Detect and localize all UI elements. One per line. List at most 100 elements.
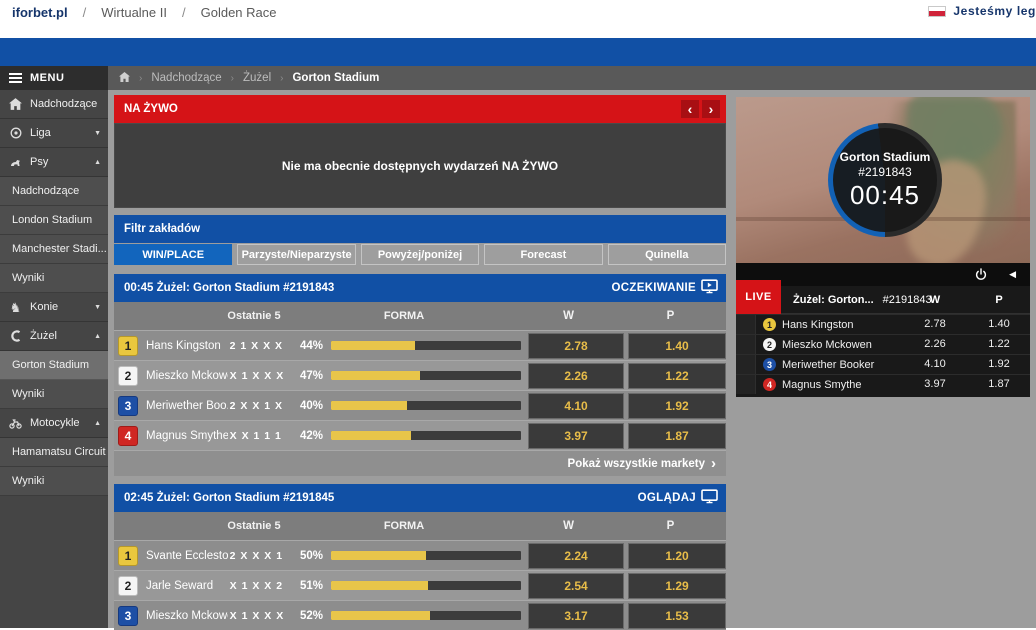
monitor-play-icon (701, 279, 718, 297)
countdown-timer: 00:45 (849, 179, 921, 210)
brand-breadcrumb: iforbet.pl / Wirtualne II / Golden Race (12, 5, 277, 20)
odds-place-button[interactable]: 1.22 (628, 362, 727, 389)
sidebar-item-gorton-stadium[interactable]: Gorton Stadium (0, 351, 108, 380)
odds-win-button[interactable]: 2.24 (528, 542, 625, 569)
rider-name: Hans Kingston (146, 339, 221, 352)
sidebar-item-nadchodzace[interactable]: Nadchodzące (0, 90, 108, 119)
sidebar-item-konie[interactable]: ♞ Konie (0, 293, 108, 322)
chevron-up-icon (94, 333, 101, 340)
sidebar-item-psy[interactable]: Psy (0, 148, 108, 177)
filter-tab-powyzej[interactable]: Powyżej/poniżej (360, 244, 480, 265)
motorcycle-icon (8, 417, 23, 429)
rider-number-badge: 3 (118, 605, 138, 626)
rider-row: 3 Mieszko Mckowen X 1 X X X 52% 3.17 1.5… (114, 600, 727, 630)
filter-tab-forecast[interactable]: Forecast (484, 244, 603, 265)
rider-last5: X 1 X X X (229, 369, 285, 382)
soccer-ball-icon (8, 127, 23, 139)
rider-form-percent: 44% (299, 339, 324, 352)
speaker-icon[interactable]: ◀ (1009, 269, 1016, 279)
rider-number-badge: 1 (763, 318, 776, 331)
odds-place-button[interactable]: 1.53 (628, 602, 727, 629)
rider-form-percent: 47% (299, 369, 324, 382)
menu-header[interactable]: MENU (0, 66, 108, 90)
table-column-headers: Ostatnie 5 FORMA W P (114, 302, 726, 330)
odds-win-button[interactable]: 3.97 (528, 422, 625, 449)
countdown-circle: Gorton Stadium #2191843 00:45 (833, 128, 937, 232)
race-header: 02:45 Żużel: Gorton Stadium #2191845 OGL… (114, 484, 726, 512)
home-icon (8, 98, 23, 110)
filter-tab-parzyste[interactable]: Parzyste/Nieparzyste (237, 244, 356, 265)
sidebar-item-psy-wyniki[interactable]: Wyniki (0, 264, 108, 293)
carousel-next-button[interactable]: › (702, 100, 720, 118)
sidebar-item-zuzel[interactable]: Żużel (0, 322, 108, 351)
brand-logo[interactable]: iforbet.pl (12, 5, 68, 20)
odds-place-value: 1.22 (988, 338, 1010, 350)
sidebar-item-liga[interactable]: Liga (0, 119, 108, 148)
race-status-ogladaj[interactable]: OGLĄDAJ (638, 489, 718, 507)
home-icon[interactable] (119, 71, 130, 85)
sidebar-item-psy-nadchodzace[interactable]: Nadchodzące (0, 177, 108, 206)
rider-form-percent: 51% (299, 579, 324, 592)
filter-tab-win-place[interactable]: WIN/PLACE (114, 244, 233, 265)
odds-place-button[interactable]: 1.20 (628, 542, 727, 569)
carousel-prev-button[interactable]: ‹ (681, 100, 699, 118)
rider-last5: X 1 X X X (229, 609, 285, 622)
sidebar-item-manchester-stadium[interactable]: Manchester Stadi... (0, 235, 108, 264)
rider-last5: 2 1 X X X (229, 339, 284, 352)
sidebar-item-london-stadium[interactable]: London Stadium (0, 206, 108, 235)
legal-text: Jesteśmy leg (953, 4, 1036, 18)
rider-last5: X X 1 1 1 (229, 429, 282, 442)
rider-name: Hans Kingston (782, 318, 854, 331)
sidebar-item-hamamatsu-circuit[interactable]: Hamamatsu Circuit (0, 438, 108, 467)
race-title: 02:45 Żużel: Gorton Stadium #2191845 (124, 492, 335, 504)
breadcrumb-zuzel[interactable]: Żużel (243, 72, 272, 84)
speedway-icon (8, 330, 23, 342)
rider-row: 1 Svante Ecclestone 2 X X X 1 50% 2.24 1… (114, 540, 727, 570)
header-blue-band (0, 38, 1036, 66)
odds-win-button[interactable]: 4.10 (528, 392, 625, 419)
rider-name: Svante Ecclestone (146, 549, 228, 562)
chevron-up-icon (94, 420, 101, 427)
monitor-icon (701, 489, 718, 507)
dog-icon (8, 157, 23, 168)
odds-place-value: 1.87 (988, 378, 1010, 390)
brand-crumb-virtual[interactable]: Wirtualne II (101, 5, 167, 20)
power-icon[interactable] (975, 268, 987, 281)
odds-place-button[interactable]: 1.29 (628, 572, 727, 599)
brand-crumb-golden-race[interactable]: Golden Race (200, 5, 277, 20)
sidebar-item-zuzel-wyniki[interactable]: Wyniki (0, 380, 108, 409)
odds-place-value: 1.92 (988, 358, 1010, 370)
live-rider-row: 4 Magnus Smythe 3.97 1.87 (736, 374, 1030, 394)
odds-win-value: 3.97 (924, 378, 946, 390)
race-status-oczekiwanie[interactable]: OCZEKIWANIE (612, 279, 718, 297)
race-card-2191843: 00:45 Żużel: Gorton Stadium #2191843 OCZ… (114, 274, 727, 476)
breadcrumb-separator: / (181, 5, 186, 20)
sidebar-item-motocykle-wyniki[interactable]: Wyniki (0, 467, 108, 496)
hamburger-icon (9, 73, 22, 83)
sidebar-item-motocykle[interactable]: Motocykle (0, 409, 108, 438)
filter-tab-quinella[interactable]: Quinella (607, 244, 727, 265)
show-all-markets-link[interactable]: Pokaż wszystkie markety › (114, 450, 726, 476)
rider-name: Mieszko Mckowen (146, 609, 228, 622)
odds-place-button[interactable]: 1.92 (628, 392, 727, 419)
odds-win-button[interactable]: 2.26 (528, 362, 625, 389)
rider-form-percent: 40% (299, 399, 324, 412)
breadcrumb-nadchodzace[interactable]: Nadchodzące (151, 72, 222, 84)
brand-bar: iforbet.pl / Wirtualne II / Golden Race … (0, 0, 1036, 38)
odds-win-button[interactable]: 2.54 (528, 572, 625, 599)
odds-win-button[interactable]: 3.17 (528, 602, 625, 629)
form-bar (331, 401, 522, 410)
live-rider-row: 2 Mieszko Mckowen 2.26 1.22 (736, 334, 1030, 354)
rider-number-badge: 1 (118, 335, 138, 356)
race-title: 00:45 Żużel: Gorton Stadium #2191843 (124, 282, 335, 294)
legal-badge[interactable]: Jesteśmy leg (928, 4, 1036, 18)
rider-row: 1 Hans Kingston 2 1 X X X 44% 2.78 1.40 (114, 330, 727, 360)
odds-place-button[interactable]: 1.87 (628, 422, 727, 449)
rider-number-badge: 3 (118, 395, 138, 416)
odds-place-button[interactable]: 1.40 (628, 332, 727, 359)
rider-row: 2 Mieszko Mckowen X 1 X X X 47% 2.26 1.2… (114, 360, 727, 390)
countdown-ring: Gorton Stadium #2191843 00:45 (828, 123, 942, 237)
rider-number-badge: 2 (118, 575, 138, 596)
odds-win-button[interactable]: 2.78 (528, 332, 625, 359)
odds-win-value: 2.78 (924, 318, 946, 330)
